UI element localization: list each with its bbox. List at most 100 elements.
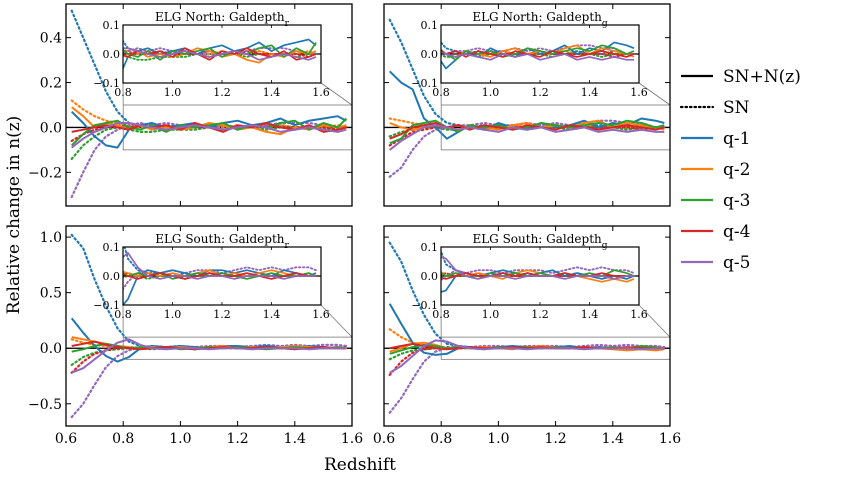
- inset-y-tick-label: 0.1: [421, 19, 439, 32]
- inset-y-tick-label: −0.1: [93, 77, 120, 90]
- inset-y-tick-label: 0.1: [421, 241, 439, 254]
- inset-series-line-q-5-sn-nz: [123, 47, 317, 61]
- panels-group: 0.40.20.0−0.20.8 1.0 1.2 1.4 1.60.10.0−0.1EL…: [28, 3, 681, 447]
- inset-x-tick-label: 1.0: [482, 86, 500, 99]
- inset-x-tick-label: 1.2: [213, 86, 231, 99]
- inset-x-tick-label: 1.6: [312, 86, 330, 99]
- legend-label: q-5: [723, 253, 750, 273]
- inset-x-tick-label: 1.2: [531, 308, 549, 321]
- zoom-connector: [638, 82, 671, 106]
- inset-y-tick-label: −0.1: [411, 299, 438, 312]
- series-line-q-5-sn: [70, 121, 348, 199]
- series-line-q-5-sn-nz: [389, 124, 665, 151]
- y-tick-label: −0.2: [28, 165, 62, 181]
- legend-label: SN+N(z): [723, 67, 801, 87]
- series-line-q-4-sn-nz: [71, 122, 347, 133]
- zoom-connector: [320, 304, 353, 338]
- inset-x-tick-label: 0.8: [432, 86, 450, 99]
- inset-x-tick-label: 1.0: [164, 308, 182, 321]
- x-tick-label: 1.6: [659, 431, 681, 447]
- legend-label: q-1: [723, 129, 750, 149]
- series-line-q-5-sn: [70, 343, 348, 419]
- inset-x-tick-label: 1.0: [164, 86, 182, 99]
- inset-series-line-q-5-sn-nz: [441, 51, 634, 61]
- x-tick-label: 1.4: [284, 431, 306, 447]
- legend-item: SN+N(z): [681, 67, 801, 87]
- inset-x-tick-label: 1.4: [581, 86, 599, 99]
- inset-series-line-q-5-sn-nz: [441, 256, 634, 280]
- inset-series-line-q-4-sn-nz: [123, 272, 316, 280]
- y-tick-label: 0.4: [40, 31, 62, 47]
- inset-y-tick-label: −0.1: [93, 299, 120, 312]
- inset-y-tick-label: 0.0: [103, 270, 121, 283]
- inset-series-line-q-5-sn-nz: [123, 251, 316, 280]
- series-line-q-5-sn-nz: [71, 122, 347, 149]
- inset-series-group: [441, 248, 635, 293]
- legend-item: q-1: [681, 129, 750, 149]
- y-tick-label: 0.2: [40, 76, 62, 92]
- x-tick-label: 1.2: [226, 431, 248, 447]
- inset-series-line-q-3-sn-nz: [441, 44, 635, 61]
- inset-y-tick-label: 0.0: [103, 48, 121, 61]
- x-tick-label: 0.6: [55, 431, 77, 447]
- legend-label: q-4: [723, 222, 750, 242]
- series-line-q-3-sn-nz: [71, 342, 347, 353]
- legend: SN+N(z) SN q-1 q-2 q-3 q-4 q-5: [679, 67, 801, 273]
- inset-series-line-q-4-sn-nz: [441, 50, 635, 58]
- legend-item: q-2: [681, 160, 750, 180]
- x-tick-label: 1.0: [487, 431, 509, 447]
- x-tick-label: 0.8: [430, 431, 452, 447]
- legend-label: SN: [723, 98, 750, 118]
- y-tick-label: 1.0: [40, 230, 62, 246]
- legend-item: SN: [679, 98, 750, 118]
- inset-x-tick-label: 1.4: [581, 308, 599, 321]
- plot-frame: [65, 3, 353, 207]
- inset-series-group: [123, 38, 317, 71]
- series-line-q-3-sn: [70, 347, 348, 366]
- series-group: [388, 241, 666, 414]
- inset-series-line-q-4-sn-nz: [441, 272, 634, 280]
- inset-series-group: [441, 40, 635, 70]
- series-line-q-1-sn-nz: [70, 317, 347, 363]
- inset-y-tick-label: 0.1: [103, 241, 121, 254]
- y-tick-label: 0.0: [40, 120, 62, 136]
- inset-x-tick-label: 1.0: [482, 308, 500, 321]
- inset-series-group: [123, 247, 317, 305]
- x-tick-label: 0.8: [112, 431, 134, 447]
- y-tick-label: 0.0: [40, 341, 62, 357]
- series-group: [70, 233, 348, 419]
- panel-bottom-right: 0.6 0.8 1.0 1.2 1.4 1.6 0.8 1.0 1.2 1.4 1.6 0.1 0.0 −…: [373, 225, 681, 447]
- inset-series-line-q-5-sn: [441, 266, 635, 282]
- inset-y-tick-label: 0.0: [421, 270, 439, 283]
- x-tick-label: 1.4: [602, 431, 624, 447]
- zoom-connector: [638, 304, 671, 338]
- y-axis-label-text: Relative change in n(z): [4, 116, 24, 315]
- x-tick-label: 1.2: [544, 431, 566, 447]
- plot-frame: [383, 3, 671, 207]
- series-line-q-5-sn: [388, 343, 666, 414]
- series-group: [388, 18, 666, 178]
- legend-label: q-2: [723, 160, 750, 180]
- inset-x-tick-label: 1.2: [213, 308, 231, 321]
- x-tick-label: 1.0: [169, 431, 191, 447]
- series-line-q-5-sn-nz: [389, 339, 665, 374]
- inset-x-tick-label: 1.4: [263, 308, 281, 321]
- panel-bottom-left: 0.6 0.8 1.0 1.2 1.4 1.6 1.0 0.5 0.0 −0.5 0.8 1.0 1.2…: [28, 225, 363, 447]
- x-tick-label: 1.6: [341, 431, 363, 447]
- series-group: [70, 9, 348, 199]
- inset-y-tick-label: 0.0: [421, 48, 439, 61]
- y-axis-label: Relative change in n(z): [4, 116, 24, 315]
- inset-x-tick-label: 1.6: [312, 308, 330, 321]
- inset-y-tick-label: 0.1: [103, 19, 121, 32]
- inset-series-line-q-1-sn-nz: [123, 269, 317, 305]
- plot-frame: [65, 225, 353, 427]
- x-tick-label: 0.6: [373, 431, 395, 447]
- inset-x-tick-label: 0.8: [114, 86, 132, 99]
- series-line-q-4-sn-nz: [389, 122, 665, 140]
